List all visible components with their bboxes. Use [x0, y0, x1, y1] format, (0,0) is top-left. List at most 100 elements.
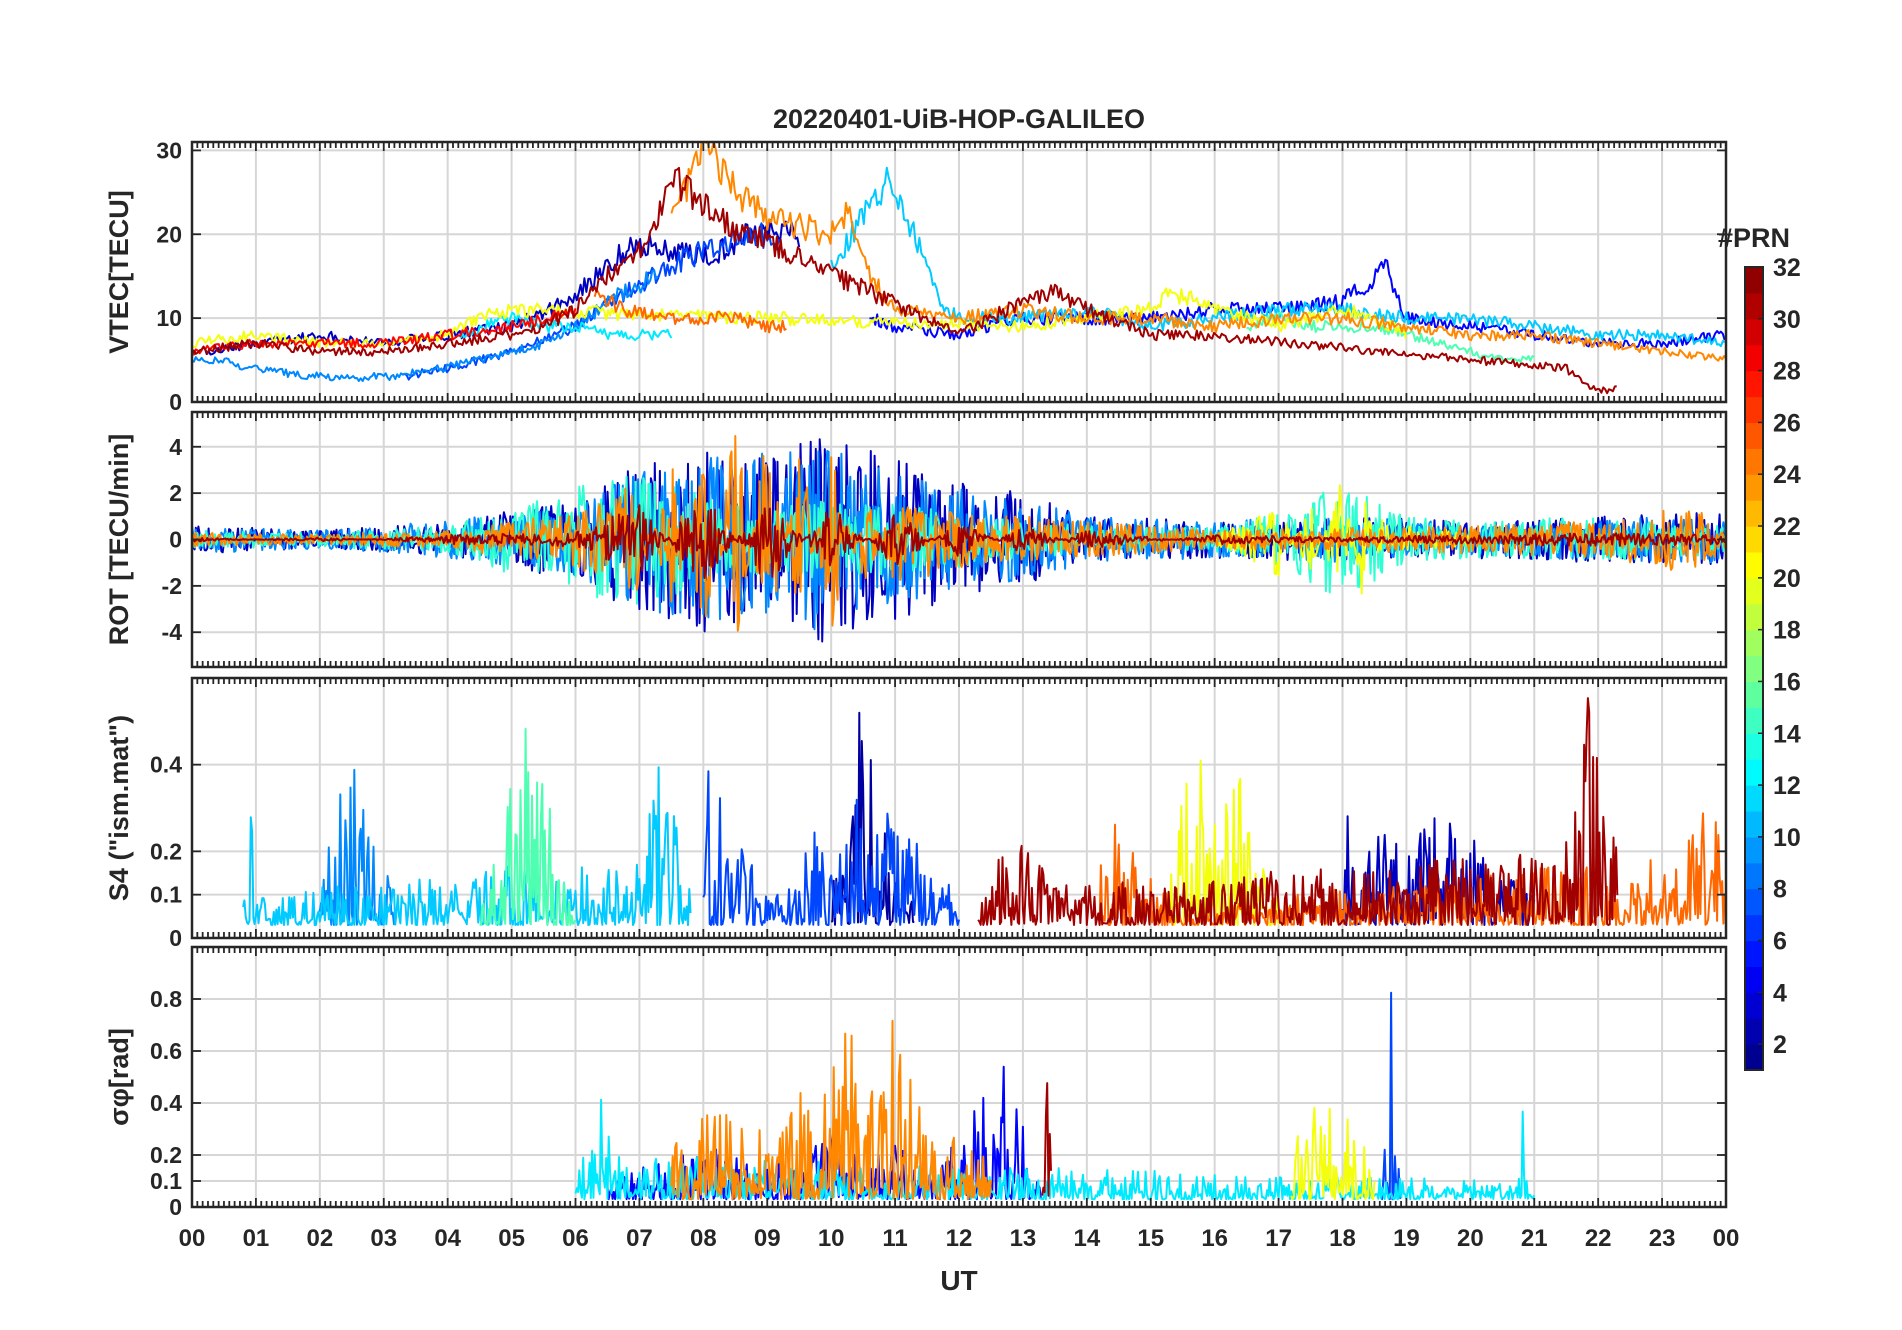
colorbar-tick-label-0: 2 — [1773, 1031, 1787, 1059]
sigma-phi-ytick-label-5: 0.8 — [150, 986, 182, 1012]
x-tick-label-0: 00 — [179, 1225, 206, 1252]
x-tick-label-13: 13 — [1010, 1225, 1037, 1252]
x-tick-label-1: 01 — [243, 1225, 270, 1252]
colorbar-block-26 — [1745, 396, 1763, 424]
s4-series-prn-7 — [702, 770, 960, 926]
colorbar-block-2 — [1745, 1018, 1763, 1045]
rot-series-prn-14 — [192, 475, 1726, 605]
colorbar-block-7 — [1745, 888, 1763, 916]
colorbar-block-29 — [1745, 318, 1763, 346]
sigma-phi-axes-frame — [190, 945, 1728, 1209]
colorbar-block-21 — [1745, 526, 1763, 553]
s4-y-axis-label: S4 ("ism.mat") — [104, 715, 134, 901]
x-axis-label: UT — [940, 1265, 977, 1296]
rot-series-prn-24 — [192, 435, 1726, 632]
colorbar-block-24 — [1745, 448, 1763, 475]
colorbar-tick-label-15: 32 — [1773, 254, 1801, 282]
colorbar-block-19 — [1745, 577, 1763, 605]
sigma-phi-ytick-label-4: 0.6 — [150, 1038, 182, 1064]
colorbar-gradient — [1745, 267, 1763, 1071]
colorbar-block-28 — [1745, 344, 1763, 372]
sigma-phi-y-tick-labels: 00.10.2 0.4 0.6 0.8 — [150, 986, 182, 1220]
vtec-grid — [191, 142, 1727, 403]
x-tick-label-15: 15 — [1137, 1225, 1164, 1252]
s4-ytick-label-1: 0.1 — [150, 882, 182, 908]
rot-ytick-label-4: 4 — [169, 434, 182, 460]
vtec-ytick-label-0: 0 — [169, 389, 182, 415]
colorbar-block-5 — [1745, 940, 1763, 967]
colorbar-tick-label-13: 28 — [1773, 358, 1801, 386]
s4-ytick-label-2: 0.2 — [150, 838, 182, 864]
x-tick-label-2: 02 — [306, 1225, 333, 1252]
colorbar-block-23 — [1745, 474, 1763, 501]
x-tick-label-9: 09 — [754, 1225, 781, 1252]
vtec-ytick-label-3: 30 — [156, 137, 182, 163]
rot-ytick-label-3: 2 — [169, 480, 182, 506]
x-tick-label-14: 14 — [1073, 1225, 1100, 1252]
colorbar-block-16 — [1745, 655, 1763, 683]
x-tick-label-6: 06 — [562, 1225, 589, 1252]
vtec-series-prn-28 — [192, 306, 577, 356]
x-tick-label-24: 00 — [1713, 1225, 1740, 1252]
rot-y-tick-labels: -4 -2 0 2 4 — [162, 434, 183, 645]
rot-ytick-label-0: -4 — [162, 619, 183, 645]
x-tick-label-23: 23 — [1649, 1225, 1676, 1252]
x-tick-labels: 00 01 02 03 04 05 06 07 08 09 10 11 12 13 14 15 16 17 18 19… — [179, 1225, 1740, 1252]
sigma-phi-panel: 00.10.2 0.4 0.6 0.8 σφ[rad] — [104, 945, 1728, 1220]
colorbar-tick-label-3: 8 — [1773, 876, 1787, 904]
sigma-phi-series-prn-7 — [1379, 991, 1401, 1201]
vtec-y-tick-labels: 0 10 20 30 — [156, 137, 182, 415]
colorbar-block-10 — [1745, 810, 1763, 838]
x-tick-label-11: 11 — [882, 1225, 907, 1252]
vtec-ytick-label-2: 20 — [156, 221, 182, 247]
sigma-phi-ytick-label-0: 0 — [169, 1194, 182, 1220]
colorbar-tick-label-5: 12 — [1773, 772, 1801, 800]
colorbar-block-14 — [1745, 707, 1763, 734]
s4-series-prn-31 — [977, 697, 1619, 926]
s4-series — [242, 697, 1726, 926]
colorbar-block-22 — [1745, 500, 1763, 527]
x-tick-label-10: 10 — [818, 1225, 845, 1252]
colorbar-tick-label-7: 16 — [1773, 668, 1801, 696]
sigma-phi-grid — [191, 947, 1727, 1208]
x-tick-label-4: 04 — [434, 1225, 461, 1252]
x-tick-label-19: 19 — [1393, 1225, 1420, 1252]
x-tick-label-8: 08 — [690, 1225, 717, 1252]
colorbar-block-4 — [1745, 966, 1763, 993]
s4-ytick-label-3: 0.4 — [150, 752, 182, 778]
vtec-series-prn-5 — [869, 258, 1726, 349]
x-tick-label-21: 21 — [1521, 1225, 1548, 1252]
rot-ytick-label-2: 0 — [169, 527, 182, 553]
x-tick-label-18: 18 — [1329, 1225, 1356, 1252]
vtec-axes-frame — [190, 140, 1728, 404]
x-tick-label-20: 20 — [1457, 1225, 1484, 1252]
x-tick-label-3: 03 — [370, 1225, 397, 1252]
s4-series-prn-15 — [479, 727, 577, 926]
colorbar-block-1 — [1745, 1044, 1763, 1071]
vtec-series-prn-31 — [192, 166, 1617, 395]
x-tick-label-7: 07 — [626, 1225, 653, 1252]
vtec-series-prn-25 — [593, 288, 787, 334]
colorbar-block-3 — [1745, 992, 1763, 1019]
colorbar-tick-label-2: 6 — [1773, 927, 1787, 955]
sigma-phi-ytick-label-1: 0.1 — [150, 1168, 182, 1194]
colorbar-block-17 — [1745, 629, 1763, 657]
sigma-phi-ytick-label-3: 0.4 — [150, 1090, 182, 1116]
s4-y-tick-labels: 0 0.1 0.2 0.4 — [150, 752, 182, 951]
colorbar-block-11 — [1745, 785, 1763, 812]
sigma-phi-y-axis-label: σφ[rad] — [104, 1028, 134, 1126]
colorbar-label: #PRN — [1718, 223, 1790, 253]
colorbar-block-25 — [1745, 422, 1763, 449]
colorbar-block-8 — [1745, 862, 1763, 890]
rot-series — [192, 435, 1726, 643]
sigma-phi-series-prn-20 — [1290, 1106, 1376, 1201]
vtec-panel: 0 10 20 30 VTEC[TECU] — [104, 137, 1728, 415]
colorbar-tick-label-14: 30 — [1773, 306, 1801, 334]
colorbar-block-9 — [1745, 836, 1763, 864]
vtec-series-prn-7 — [402, 222, 780, 381]
colorbar-tick-label-9: 20 — [1773, 565, 1801, 593]
s4-series-prn-11 — [242, 766, 692, 926]
